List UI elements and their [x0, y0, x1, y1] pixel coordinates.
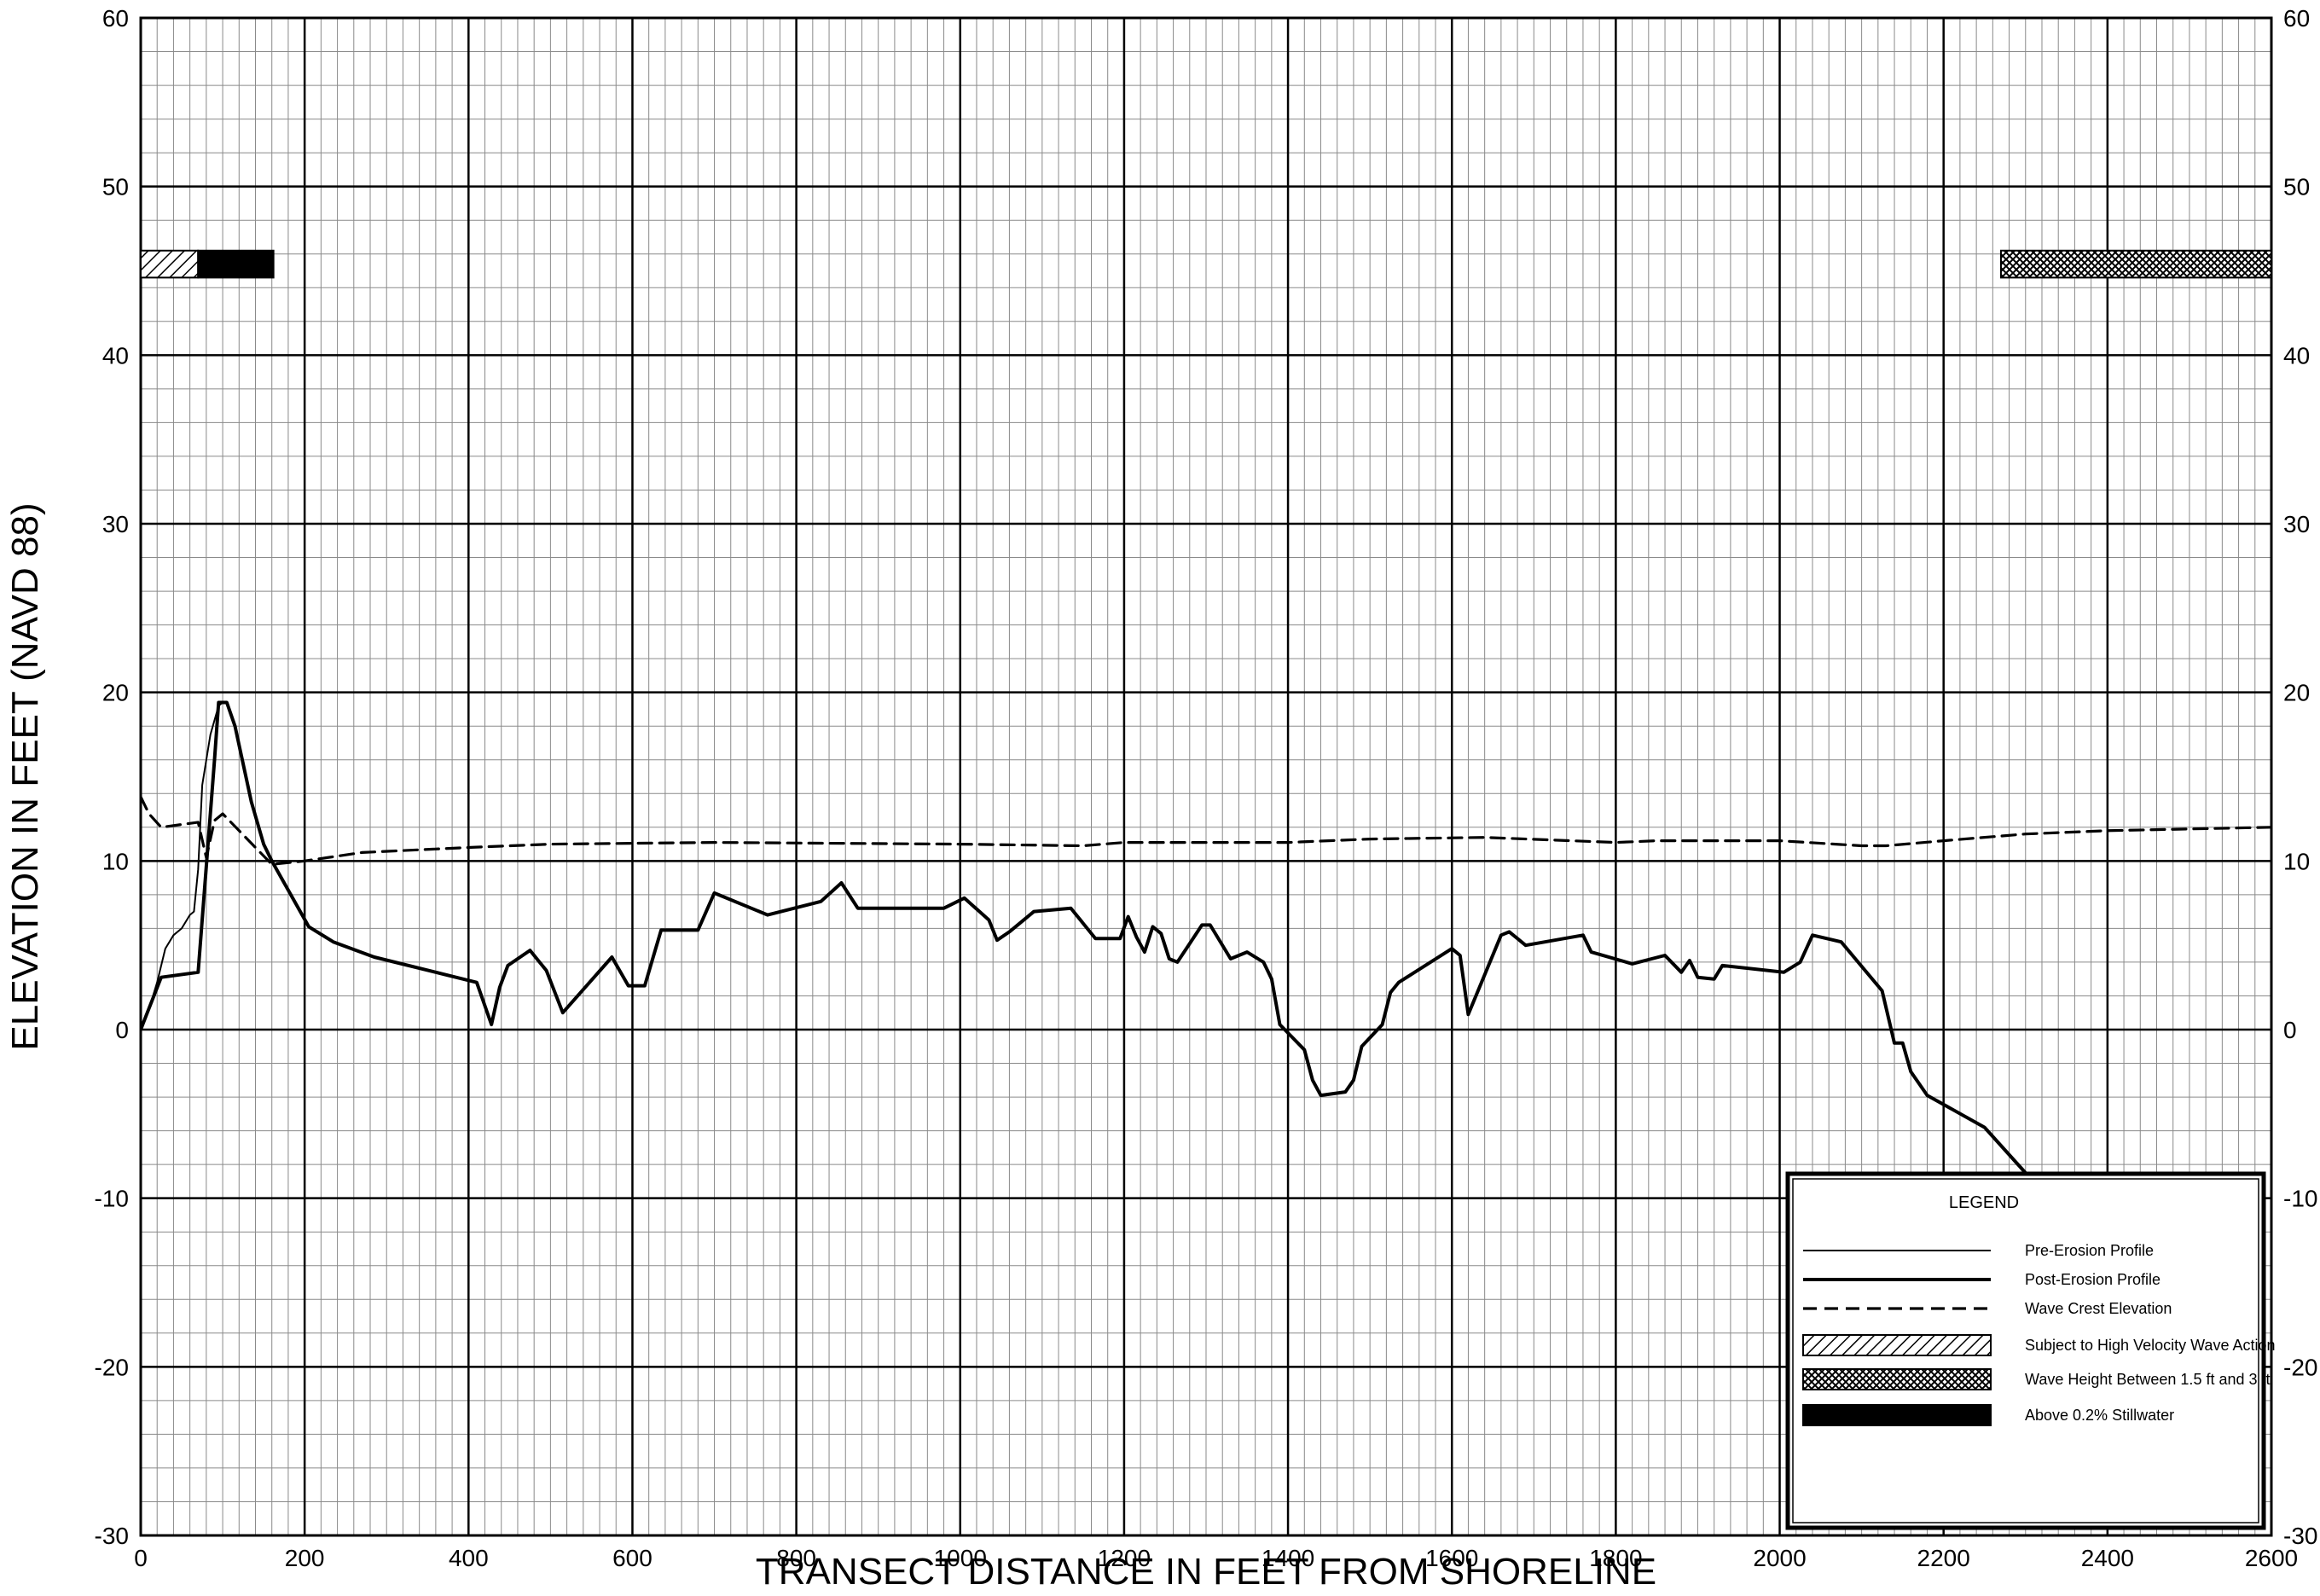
y-tick-label-left: 20: [102, 680, 129, 706]
y-tick-label-left: 50: [102, 174, 129, 200]
y-tick-label-right: 30: [2283, 511, 2310, 537]
plot-frame: [139, 16, 2273, 1537]
y-tick-label-left: 10: [102, 848, 129, 874]
x-tick-label: 1800: [1589, 1545, 1642, 1571]
x-tick-label: 400: [449, 1545, 489, 1571]
series-wave-line: [141, 795, 2271, 866]
y-tick-labels-right: -30 -20 -10 0 10 20 30 40 50 60: [2283, 5, 2317, 1549]
y-tick-label-right: 20: [2283, 680, 2310, 706]
x-tick-label: 600: [612, 1545, 652, 1571]
x-tick-label: 1000: [934, 1545, 987, 1571]
series-post-line: [141, 700, 2077, 1209]
x-axis-title: TRANSECT DISTANCE IN FEET FROM SHORELINE: [756, 1551, 1656, 1593]
x-tick-label: 2000: [1753, 1545, 1806, 1571]
legend-title: LEGEND: [1949, 1193, 2019, 1212]
legend-label-velocity: Subject to High Velocity Wave Action: [2025, 1337, 2275, 1354]
x-tick-label: 1200: [1098, 1545, 1151, 1571]
legend-swatch-height: [1802, 1368, 1992, 1390]
x-tick-label: 200: [285, 1545, 325, 1571]
legend-swatch-still: [1802, 1404, 1992, 1426]
y-tick-label-right: -10: [2283, 1186, 2317, 1212]
series-layer: [141, 700, 2271, 1209]
y-tick-label-left: -30: [95, 1523, 129, 1549]
y-tick-label-left: 30: [102, 511, 129, 537]
zone-bar-still: [197, 249, 275, 279]
x-tick-label: 1400: [1262, 1545, 1314, 1571]
y-tick-label-left: -10: [95, 1186, 129, 1212]
y-tick-label-right: 0: [2283, 1017, 2297, 1043]
y-tick-label-left: 0: [115, 1017, 129, 1043]
zone-bar-height: [1999, 249, 2272, 279]
y-axis-title: ELEVATION IN FEET (NAVD 88): [4, 502, 46, 1050]
x-tick-label: 800: [776, 1545, 816, 1571]
y-tick-label-left: 60: [102, 5, 129, 32]
y-tick-label-right: 40: [2283, 342, 2310, 369]
series-pre-line: [141, 701, 224, 1030]
legend-swatch-velocity: [1802, 1334, 1992, 1356]
legend-label-height: Wave Height Between 1.5 ft and 3 ft: [2025, 1371, 2271, 1388]
y-tick-label-left: -20: [95, 1354, 129, 1380]
legend-inner-border: [1792, 1178, 2259, 1523]
legend: LEGEND Pre-Erosion Profile Post-Erosion P…: [1785, 1171, 2275, 1530]
x-tick-label: 1600: [1425, 1545, 1478, 1571]
y-tick-label-right: 10: [2283, 848, 2310, 874]
y-tick-label-left: 40: [102, 342, 129, 369]
y-tick-label-right: 60: [2283, 5, 2310, 32]
x-tick-label: 2400: [2081, 1545, 2134, 1571]
x-tick-labels: 0 200 400 600 800 1000 1200 1400 1600 1800 2000 220…: [134, 1545, 2298, 1571]
legend-label-post: Post-Erosion Profile: [2025, 1271, 2160, 1288]
y-tick-labels-left: -30 -20 -10 0 10 20 30 40 50 60: [95, 5, 129, 1549]
legend-label-pre: Pre-Erosion Profile: [2025, 1242, 2154, 1259]
x-tick-label: 0: [134, 1545, 148, 1571]
y-tick-label-right: -20: [2283, 1354, 2317, 1380]
y-tick-label-right: 50: [2283, 174, 2310, 200]
x-tick-label: 2600: [2245, 1545, 2298, 1571]
legend-label-wave: Wave Crest Elevation: [2025, 1300, 2172, 1317]
x-tick-label: 2200: [1917, 1545, 1970, 1571]
legend-label-still: Above 0.2% Stillwater: [2025, 1407, 2174, 1424]
y-tick-label-right: -30: [2283, 1523, 2317, 1549]
zone-bars: [140, 249, 2272, 279]
zone-bar-velocity: [140, 249, 200, 279]
